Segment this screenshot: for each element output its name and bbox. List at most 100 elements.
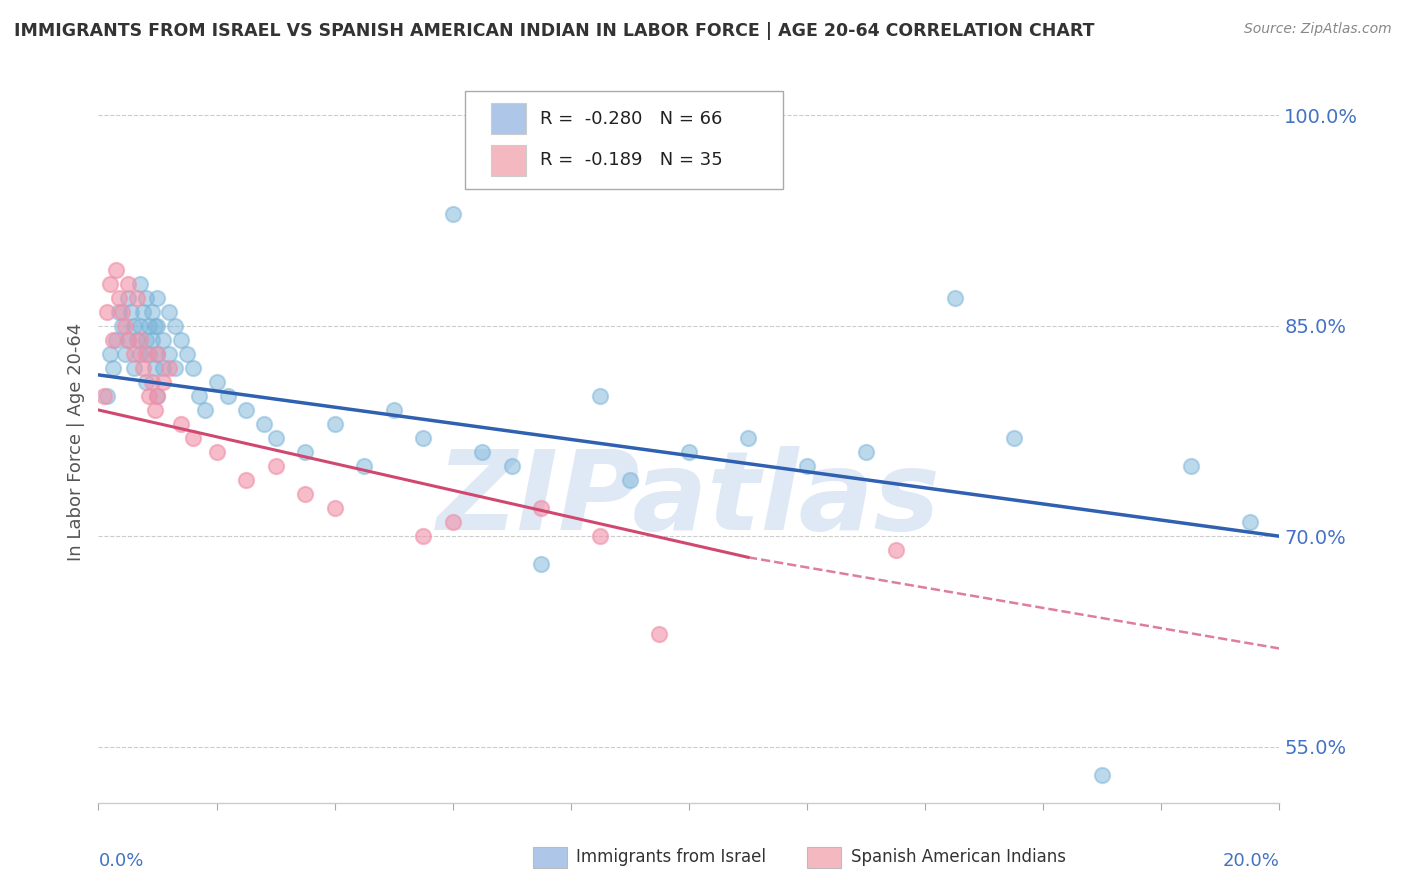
- Point: [530, 558, 553, 572]
- Point: [138, 318, 160, 333]
- Point: [157, 347, 180, 361]
- Point: [152, 375, 174, 389]
- Point: [353, 459, 375, 474]
- Point: [323, 417, 346, 431]
- Point: [471, 445, 494, 459]
- Point: [501, 459, 523, 474]
- Point: [141, 333, 163, 347]
- Point: [128, 347, 150, 361]
- Point: [146, 389, 169, 403]
- Point: [884, 543, 907, 558]
- Point: [117, 333, 139, 347]
- Point: [1180, 459, 1202, 474]
- Point: [108, 291, 131, 305]
- Point: [143, 360, 166, 375]
- Point: [170, 417, 193, 431]
- Point: [170, 333, 193, 347]
- Bar: [491, 145, 526, 176]
- Point: [141, 305, 163, 319]
- Point: [93, 389, 115, 403]
- Point: [1002, 431, 1025, 445]
- Point: [441, 206, 464, 220]
- Point: [105, 333, 128, 347]
- Point: [135, 375, 157, 389]
- Point: [122, 347, 145, 361]
- Y-axis label: In Labor Force | Age 20-64: In Labor Force | Age 20-64: [66, 322, 84, 561]
- Point: [589, 529, 612, 543]
- Point: [796, 459, 818, 474]
- Point: [146, 347, 169, 361]
- Point: [96, 389, 118, 403]
- Point: [111, 305, 134, 319]
- Point: [530, 501, 553, 516]
- Point: [96, 305, 118, 319]
- Point: [217, 389, 239, 403]
- Bar: [491, 103, 526, 134]
- Point: [181, 360, 204, 375]
- Point: [132, 360, 155, 375]
- Point: [648, 627, 671, 641]
- Point: [235, 473, 257, 487]
- Text: IMMIGRANTS FROM ISRAEL VS SPANISH AMERICAN INDIAN IN LABOR FORCE | AGE 20-64 COR: IMMIGRANTS FROM ISRAEL VS SPANISH AMERIC…: [14, 22, 1094, 40]
- Point: [253, 417, 276, 431]
- Point: [117, 277, 139, 291]
- Point: [117, 291, 139, 305]
- Text: Immigrants from Israel: Immigrants from Israel: [576, 848, 766, 866]
- Point: [135, 333, 157, 347]
- Point: [138, 389, 160, 403]
- Point: [114, 318, 136, 333]
- Point: [589, 389, 612, 403]
- Text: R =  -0.280   N = 66: R = -0.280 N = 66: [540, 110, 723, 128]
- Point: [98, 347, 121, 361]
- Point: [111, 318, 134, 333]
- Point: [165, 360, 187, 375]
- Point: [152, 333, 174, 347]
- Point: [114, 347, 136, 361]
- Point: [128, 277, 150, 291]
- Text: 0.0%: 0.0%: [98, 852, 143, 870]
- Point: [943, 291, 966, 305]
- Point: [132, 305, 155, 319]
- Point: [108, 305, 131, 319]
- Point: [194, 403, 217, 417]
- Point: [143, 318, 166, 333]
- Point: [1239, 515, 1261, 529]
- Point: [176, 347, 198, 361]
- Point: [412, 431, 434, 445]
- Point: [125, 333, 148, 347]
- Point: [855, 445, 877, 459]
- Point: [165, 318, 187, 333]
- Point: [98, 277, 121, 291]
- Point: [235, 403, 257, 417]
- Point: [294, 487, 316, 501]
- Point: [205, 445, 228, 459]
- Point: [135, 347, 157, 361]
- Point: [205, 375, 228, 389]
- Point: [146, 318, 169, 333]
- Point: [105, 262, 128, 277]
- Point: [737, 431, 759, 445]
- Point: [382, 403, 405, 417]
- Point: [619, 473, 641, 487]
- Text: R =  -0.189   N = 35: R = -0.189 N = 35: [540, 152, 723, 169]
- Point: [143, 403, 166, 417]
- FancyBboxPatch shape: [464, 91, 783, 189]
- Text: ZIPatlas: ZIPatlas: [437, 446, 941, 553]
- Point: [157, 305, 180, 319]
- Point: [157, 360, 180, 375]
- Point: [146, 389, 169, 403]
- Point: [152, 360, 174, 375]
- Point: [117, 333, 139, 347]
- Point: [128, 333, 150, 347]
- Point: [181, 431, 204, 445]
- Point: [294, 445, 316, 459]
- Point: [412, 529, 434, 543]
- Point: [146, 291, 169, 305]
- Point: [125, 291, 148, 305]
- Point: [135, 291, 157, 305]
- Point: [128, 318, 150, 333]
- Text: Source: ZipAtlas.com: Source: ZipAtlas.com: [1244, 22, 1392, 37]
- Point: [1091, 768, 1114, 782]
- Point: [138, 347, 160, 361]
- Point: [120, 305, 142, 319]
